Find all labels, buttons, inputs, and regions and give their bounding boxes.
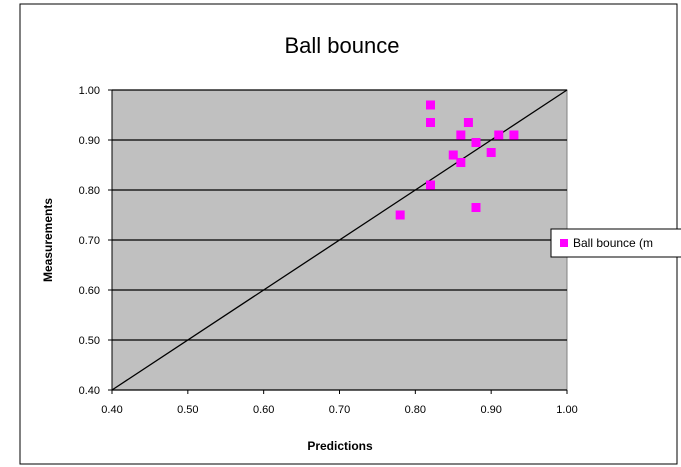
x-axis-title: Predictions	[307, 439, 373, 453]
x-tick-label: 0.70	[329, 404, 350, 416]
data-point	[448, 150, 458, 160]
data-point	[471, 138, 481, 147]
reference-line-group	[111, 89, 568, 391]
reference-line	[111, 89, 568, 391]
y-tick-label: 0.60	[79, 285, 100, 297]
data-point	[486, 148, 496, 157]
y-tick-label: 0.80	[79, 185, 100, 197]
chart-title: Ball bounce	[285, 33, 400, 58]
plot-area: 0.40 0.50 0.60 0.70 0.80 0.90 1.00 0.40 0.50 0.6…	[79, 85, 578, 416]
data-point	[471, 203, 481, 212]
x-tick-label: 0.90	[480, 404, 501, 416]
data-point	[456, 130, 466, 140]
data-point	[463, 118, 473, 127]
legend: Ball bounce (m	[550, 228, 681, 258]
data-point	[456, 158, 466, 167]
y-tick-label: 1.00	[79, 85, 100, 97]
y-tick-label: 0.90	[79, 135, 100, 147]
data-point	[509, 130, 519, 140]
x-tick-label: 0.60	[253, 404, 274, 416]
data-point	[395, 210, 405, 220]
x-axis-ticks: 0.40 0.50 0.60 0.70 0.80 0.90 1.00	[101, 390, 578, 416]
data-point	[426, 100, 435, 110]
y-tick-label: 0.70	[79, 235, 100, 247]
x-tick-label: 0.80	[405, 404, 426, 416]
x-tick-label: 0.40	[101, 404, 122, 416]
data-points	[395, 100, 519, 220]
y-axis-ticks: 0.40 0.50 0.60 0.70 0.80 0.90 1.00	[79, 85, 112, 397]
legend-label: Ball bounce (m	[573, 236, 653, 250]
legend-swatch-icon	[560, 239, 568, 247]
data-point	[494, 130, 504, 140]
data-point	[426, 118, 435, 127]
x-tick-label: 0.50	[177, 404, 198, 416]
y-tick-label: 0.40	[79, 385, 100, 397]
y-axis-title: Measurements	[41, 198, 55, 282]
legend-box	[550, 228, 681, 258]
y-tick-label: 0.50	[79, 335, 100, 347]
data-point	[426, 180, 435, 190]
x-tick-label: 1.00	[556, 404, 577, 416]
